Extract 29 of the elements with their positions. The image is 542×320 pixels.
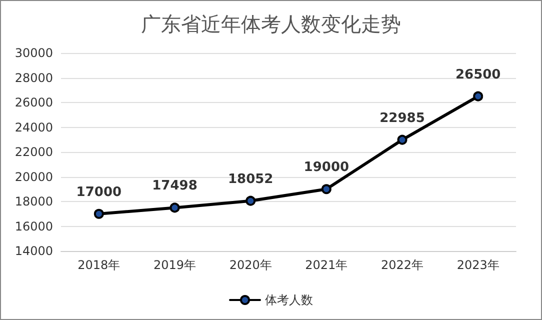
- point: [94, 208, 104, 219]
- data-label: 26500: [455, 67, 501, 82]
- chart-title: 广东省近年体考人数变化走势: [141, 12, 401, 36]
- data-label: 19000: [304, 160, 350, 176]
- x-tick-label: 2022年: [380, 258, 424, 272]
- y-tick-label: 18000: [14, 194, 53, 208]
- y-tick-label: 20000: [14, 170, 53, 184]
- data-label: 17498: [152, 178, 198, 194]
- x-tick-label: 2023年: [456, 258, 500, 272]
- y-tick-label: 30000: [14, 46, 53, 60]
- x-tick-label: 2020年: [229, 258, 272, 272]
- y-tick-label: 22000: [14, 145, 53, 159]
- point: [397, 134, 408, 145]
- point: [246, 196, 256, 206]
- point: [321, 184, 332, 194]
- y-tick-label: 16000: [14, 219, 53, 234]
- data-label: 18052: [228, 172, 274, 187]
- x-tick-label: 2019年: [153, 258, 196, 272]
- data-label: 17000: [76, 184, 122, 200]
- point: [473, 91, 484, 102]
- data-label: 22985: [380, 110, 425, 126]
- x-tick-label: 2021年: [305, 258, 348, 272]
- point: [170, 202, 180, 213]
- y-tick-label: 24000: [14, 120, 53, 134]
- y-tick-label: 14000: [14, 244, 53, 258]
- x-tick-label: 2018年: [78, 258, 120, 272]
- y-tick-label: 28000: [14, 70, 53, 85]
- y-tick-label: 26000: [14, 96, 53, 110]
- legend-label: 体考人数: [265, 293, 313, 307]
